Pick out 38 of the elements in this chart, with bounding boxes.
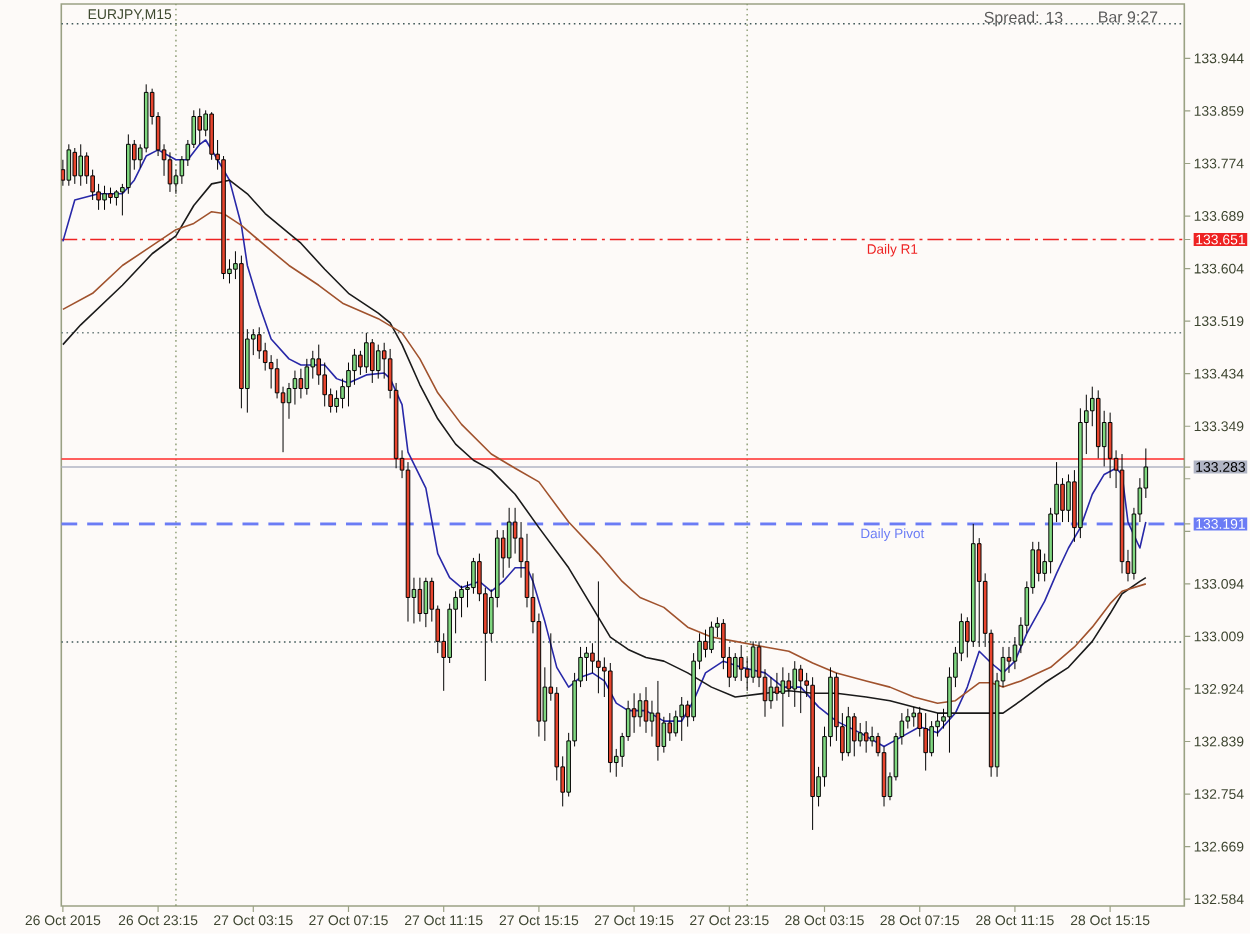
candlestick	[798, 664, 803, 714]
candlestick	[792, 660, 798, 708]
candlestick	[1066, 474, 1071, 523]
candlestick	[643, 686, 649, 734]
candlestick	[334, 389, 339, 414]
candlestick	[1078, 407, 1083, 539]
candlestick	[423, 577, 429, 628]
candlestick	[869, 726, 875, 748]
candlestick	[197, 108, 203, 145]
candlestick	[738, 644, 744, 682]
candlestick	[774, 672, 780, 702]
candlestick	[72, 147, 78, 185]
candlestick	[274, 358, 280, 399]
candlestick	[322, 362, 327, 407]
candlestick	[810, 676, 815, 831]
candlestick	[923, 712, 928, 772]
candlestick	[292, 370, 298, 406]
candlestick	[512, 507, 518, 555]
candlestick	[167, 151, 173, 193]
candlestick	[596, 580, 601, 694]
candlestick	[780, 666, 786, 728]
candlestick	[768, 676, 774, 710]
candlestick	[655, 680, 661, 762]
candlestick	[661, 716, 667, 754]
candlestick	[268, 354, 274, 390]
candlestick	[1006, 646, 1012, 674]
candlestick	[721, 618, 726, 670]
candlestick	[1107, 412, 1113, 479]
candlestick	[1095, 389, 1101, 459]
candlestick	[506, 507, 512, 569]
candlestick	[298, 368, 304, 399]
candlestick	[631, 692, 637, 734]
candlestick	[750, 640, 756, 684]
candlestick	[78, 143, 84, 187]
candlestick	[863, 720, 869, 754]
candlestick	[256, 326, 262, 360]
candlestick	[126, 133, 131, 195]
candlestick	[417, 577, 423, 623]
